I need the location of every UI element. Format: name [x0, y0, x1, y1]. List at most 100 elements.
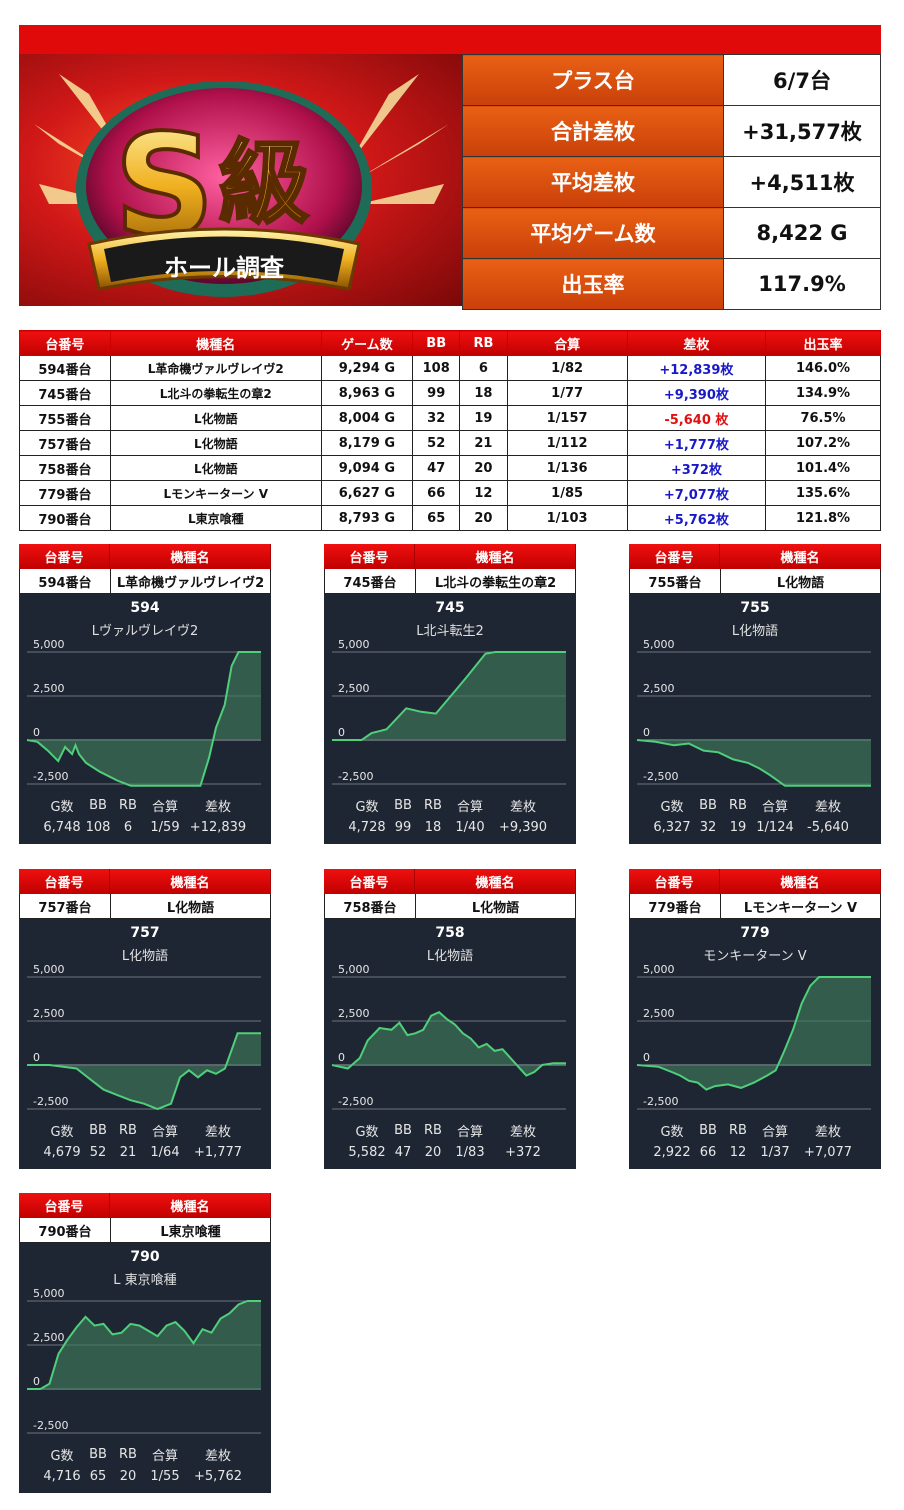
axis-tick-label: 0 [33, 1375, 40, 1388]
table-row: 745番台 L北斗の拳転生の章2 8,963 G 99 18 1/77 +9,390枚 134… [19, 380, 881, 406]
summary-value: 6/7台 [723, 54, 881, 106]
axis-tick-label: -2,500 [33, 770, 68, 783]
table-cell: 1/136 [506, 455, 628, 481]
table-row: 594番台 L革命機ヴァルヴレイヴ2 9,294 G 108 6 1/82 +12,839枚… [19, 355, 881, 381]
graph-area [27, 1033, 261, 1109]
stat-value: 20 [119, 1468, 137, 1484]
stat-label: 合算 [151, 799, 178, 815]
table-cell: +12,839枚 [626, 355, 767, 381]
axis-tick-label: 0 [643, 1051, 650, 1064]
card-header-no: 台番号 [19, 544, 110, 569]
slump-graph: 5,000 2,500 0 -2,500 [27, 963, 261, 1111]
column-header: 合算 [506, 330, 628, 356]
table-cell: 32 [412, 405, 461, 431]
column-header: BB [412, 330, 461, 356]
stat-label: BB [699, 797, 717, 813]
graph-area [637, 977, 871, 1090]
summary-value: 117.9% [723, 258, 881, 310]
stat-value: 65 [89, 1468, 107, 1484]
graph-machine-name: L北斗転生2 [416, 624, 484, 639]
axis-tick-label: 0 [33, 726, 40, 739]
card-machine-no: 757番台 [20, 894, 111, 918]
card-header: 台番号 機種名 [324, 544, 576, 569]
rank-kanji: 級 [219, 131, 309, 236]
stat-value: 12 [729, 1144, 747, 1160]
table-cell: 52 [412, 430, 461, 456]
graph-stats: G数 BB RB 合算 差枚 4,728 99 18 1/40 +9,390 [324, 794, 576, 838]
stat-label: G数 [50, 1124, 74, 1140]
axis-tick-label: 5,000 [33, 638, 65, 651]
stat-label: 合算 [456, 1124, 483, 1140]
slump-graph: 5,000 2,500 0 -2,500 [636, 638, 871, 787]
axis-tick-label: 5,000 [643, 638, 675, 651]
stat-label: G数 [355, 799, 379, 815]
axis-tick-label: 2,500 [33, 1007, 65, 1020]
graph-machine-name: Lヴァルヴレイヴ2 [91, 624, 199, 639]
card-info-row: 790番台 L東京喰種 [19, 1218, 271, 1243]
column-header: 台番号 [19, 330, 111, 356]
slump-graph-panel: 5,000 2,500 0 -2,500 779 モンキーターン V G数 BB RB 合算 差枚 2… [629, 919, 881, 1169]
table-cell: 594番台 [19, 355, 111, 381]
stat-value: +372 [505, 1144, 541, 1160]
stat-label: 合算 [761, 1124, 788, 1140]
graph-card: 台番号 機種名 745番台 L北斗の拳転生の章2 5,000 2,500 0 -2,500 74… [324, 544, 576, 844]
axis-tick-label: 0 [643, 726, 650, 739]
graph-stats: G数 BB RB 合算 差枚 4,679 52 21 1/64 +1,777 [19, 1119, 271, 1163]
table-cell: 20 [459, 455, 508, 481]
table-cell: L化物語 [109, 430, 322, 456]
table-cell: 1/77 [506, 380, 628, 406]
stat-label: BB [394, 1122, 412, 1138]
table-cell: L東京喰種 [109, 505, 322, 531]
summary-label: プラス台 [462, 54, 724, 106]
slump-graph: 5,000 2,500 0 -2,500 [636, 963, 871, 1110]
graph-stats: G数 BB RB 合算 差枚 6,748 108 6 1/59 +12,839 [19, 794, 271, 838]
card-header-name: 機種名 [110, 544, 271, 569]
slump-graph-panel: 5,000 2,500 0 -2,500 755 L化物語 G数 BB RB 合算 差枚 6,327 3… [629, 594, 881, 844]
axis-tick-label: 2,500 [338, 1007, 370, 1020]
axis-tick-label: 2,500 [33, 682, 65, 695]
table-cell: 758番台 [19, 455, 111, 481]
card-header-name: 機種名 [720, 869, 881, 894]
graph-card: 台番号 機種名 779番台 Lモンキーターン V 5,000 2,500 0 -2,500 77… [629, 869, 881, 1169]
stat-label: BB [89, 797, 107, 813]
table-row: 755番台 L化物語 8,004 G 32 19 1/157 -5,640 枚 76.5% [19, 405, 881, 431]
table-cell: +7,077枚 [626, 480, 767, 506]
card-machine-no: 790番台 [20, 1218, 111, 1242]
axis-tick-label: -2,500 [338, 770, 373, 783]
card-header-name: 機種名 [415, 869, 576, 894]
table-cell: 757番台 [19, 430, 111, 456]
stat-label: RB [119, 1446, 137, 1462]
card-header: 台番号 機種名 [19, 544, 271, 569]
machine-table: 台番号 機種名 ゲーム数 BB RB 合算 差枚 出玉率 594番台 L革命機ヴァルヴレイヴ2 9… [19, 330, 881, 531]
summary-label: 出玉率 [462, 258, 724, 310]
stat-label: RB [424, 797, 442, 813]
graph-area [332, 652, 566, 740]
table-cell: L化物語 [109, 405, 322, 431]
graph-machine-name: モンキーターン V [703, 949, 807, 964]
hall-survey-label: ホール調査 [164, 254, 284, 282]
table-cell: +372枚 [626, 455, 767, 481]
graph-card: 台番号 機種名 757番台 L化物語 5,000 2,500 0 -2,500 757 L化物語 G… [19, 869, 271, 1169]
axis-tick-label: -2,500 [643, 1095, 678, 1108]
table-cell: 1/103 [506, 505, 628, 531]
stat-label: RB [424, 1122, 442, 1138]
summary-value: 8,422 G [723, 207, 881, 259]
graph-area [27, 1301, 261, 1389]
card-machine-no: 758番台 [325, 894, 416, 918]
axis-tick-label: 2,500 [643, 682, 675, 695]
table-cell: 107.2% [765, 430, 881, 456]
stat-value: 18 [424, 819, 442, 835]
card-machine-name: L北斗の拳転生の章2 [434, 575, 557, 591]
graph-line [332, 651, 566, 741]
table-cell: L化物語 [109, 455, 322, 481]
card-info-row: 745番台 L北斗の拳転生の章2 [324, 569, 576, 594]
table-cell: 20 [459, 505, 508, 531]
axis-tick-label: 5,000 [338, 638, 370, 651]
table-cell: 65 [412, 505, 461, 531]
stat-value: +7,077 [803, 1144, 853, 1160]
graph-line [636, 976, 871, 1091]
card-machine-name: L化物語 [471, 900, 520, 916]
graph-number: 594 [130, 600, 160, 616]
table-cell: 779番台 [19, 480, 111, 506]
card-header-no: 台番号 [324, 544, 415, 569]
